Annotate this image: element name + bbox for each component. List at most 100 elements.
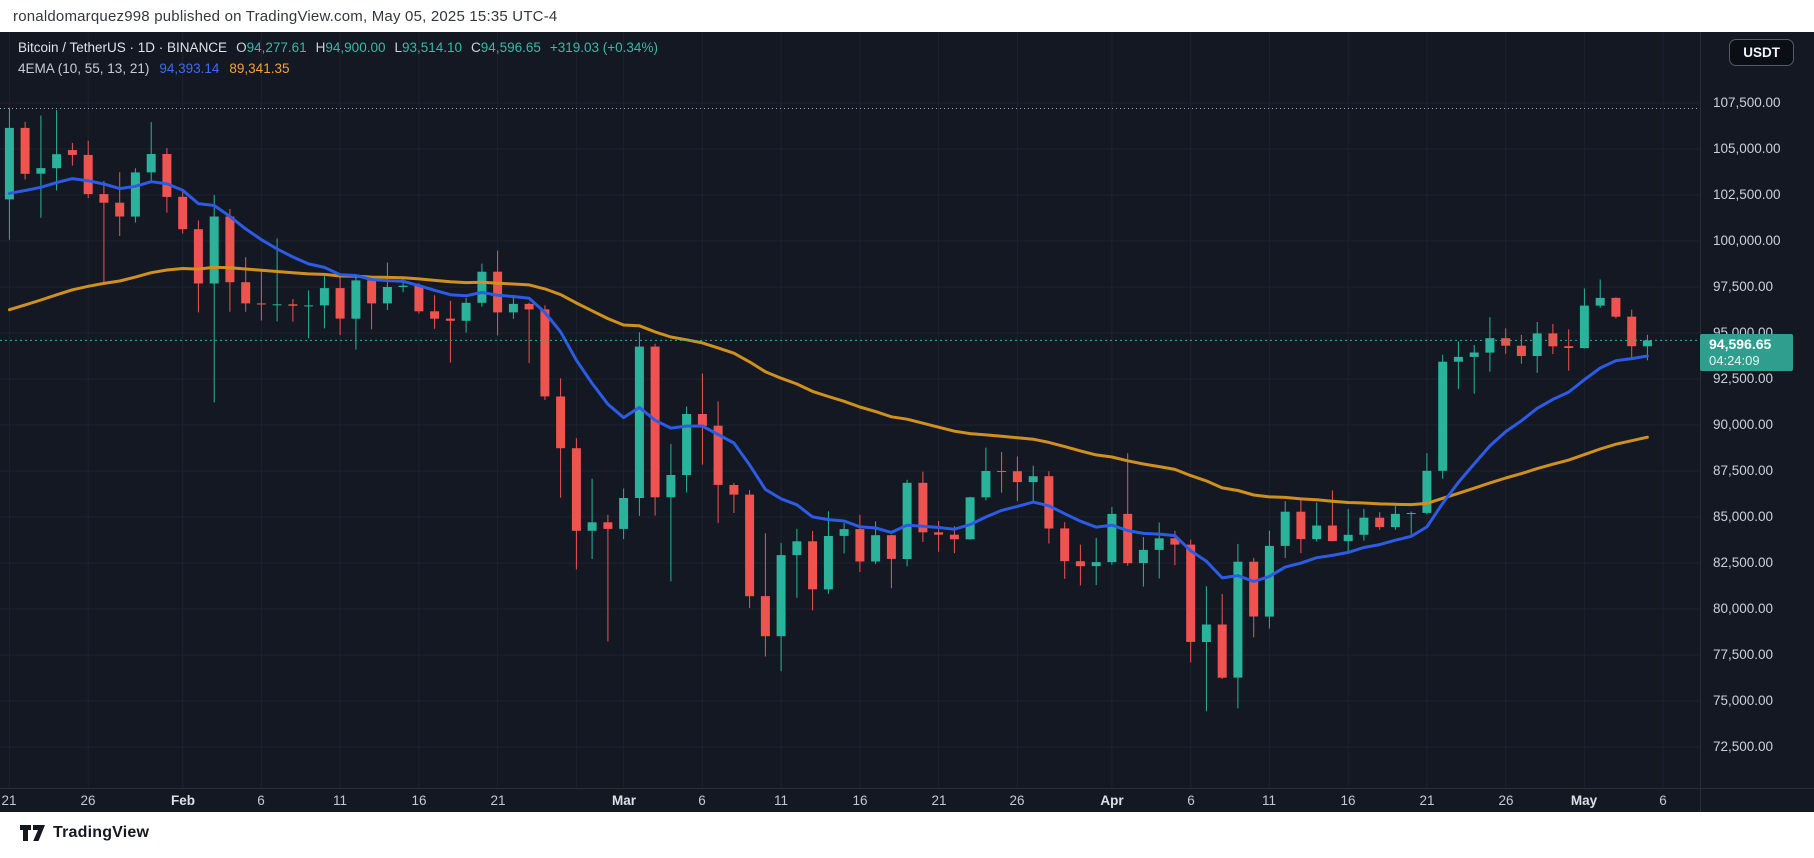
candle[interactable] <box>855 514 865 572</box>
candle[interactable] <box>430 295 440 329</box>
candle[interactable] <box>67 142 77 166</box>
candle[interactable] <box>650 343 660 516</box>
candle[interactable] <box>713 401 723 524</box>
candle[interactable] <box>477 263 487 307</box>
candle[interactable] <box>1075 544 1085 586</box>
candle[interactable] <box>178 189 188 234</box>
candle[interactable] <box>382 262 392 311</box>
candle[interactable] <box>1564 329 1574 371</box>
candle[interactable] <box>792 528 802 598</box>
candle[interactable] <box>1312 502 1322 542</box>
price-chart-canvas[interactable] <box>0 32 1814 812</box>
ema-slow-line[interactable] <box>7 265 1649 507</box>
candle[interactable] <box>83 140 93 199</box>
candle[interactable] <box>666 444 676 582</box>
candle[interactable] <box>1233 543 1243 709</box>
candle[interactable] <box>965 496 975 540</box>
candle[interactable] <box>414 283 424 314</box>
candle[interactable] <box>209 195 219 403</box>
price-axis[interactable]: 72,500.00 75,000.00 77,500.00 80,000.00 82,5… <box>1700 32 1814 788</box>
candle[interactable] <box>634 332 644 516</box>
candle[interactable] <box>760 533 770 657</box>
candle[interactable] <box>1532 322 1542 373</box>
candle[interactable] <box>1375 512 1385 530</box>
candle[interactable] <box>1453 341 1463 389</box>
candle[interactable] <box>1138 537 1148 587</box>
candle[interactable] <box>1154 522 1164 579</box>
candle[interactable] <box>1595 279 1605 308</box>
candle[interactable] <box>461 298 471 333</box>
candle[interactable] <box>304 290 314 339</box>
candle[interactable] <box>162 148 172 213</box>
candle[interactable] <box>1296 498 1306 554</box>
candle[interactable] <box>1406 511 1416 537</box>
candle[interactable] <box>1060 522 1070 579</box>
candle[interactable] <box>335 273 345 336</box>
candle[interactable] <box>1201 586 1211 712</box>
candle[interactable] <box>1123 453 1133 566</box>
candle[interactable] <box>571 438 581 570</box>
candle[interactable] <box>1516 334 1526 364</box>
candle[interactable] <box>697 373 707 465</box>
candle[interactable] <box>508 297 518 319</box>
candle[interactable] <box>729 483 739 513</box>
candle[interactable] <box>1217 593 1227 679</box>
candle[interactable] <box>981 447 991 501</box>
candle[interactable] <box>493 250 503 336</box>
indicator-title[interactable]: 4EMA (10, 55, 13, 21) <box>18 61 150 76</box>
candle[interactable] <box>1186 539 1196 663</box>
candle[interactable] <box>225 209 235 312</box>
candle[interactable] <box>193 220 203 313</box>
candle[interactable] <box>52 110 62 191</box>
candle[interactable] <box>367 276 377 330</box>
time-axis[interactable]: 21 26 Feb 6 11 16 21 Mar 6 11 16 21 26 Apr 6 11 16 21 26 Ma… <box>0 788 1814 813</box>
candle[interactable] <box>1091 537 1101 586</box>
symbol-title[interactable]: Bitcoin / TetherUS · 1D · BINANCE <box>18 40 228 55</box>
candle[interactable] <box>445 300 455 363</box>
candle[interactable] <box>1390 506 1400 530</box>
tradingview-logo[interactable]: TradingView <box>20 823 149 843</box>
candle[interactable] <box>603 514 613 642</box>
candle[interactable] <box>1469 345 1479 394</box>
candle[interactable] <box>1327 490 1337 542</box>
candle[interactable] <box>115 172 125 236</box>
candle[interactable] <box>556 378 566 498</box>
candle[interactable] <box>619 488 629 540</box>
candle[interactable] <box>1438 354 1448 479</box>
candle[interactable] <box>997 451 1007 493</box>
candle[interactable] <box>1627 309 1637 360</box>
candle[interactable] <box>288 299 298 322</box>
candle[interactable] <box>1107 506 1117 565</box>
candle[interactable] <box>241 257 251 312</box>
candle[interactable] <box>1359 508 1369 541</box>
candle[interactable] <box>934 520 944 552</box>
candle[interactable] <box>587 478 597 559</box>
candle[interactable] <box>1501 328 1511 354</box>
candle[interactable] <box>4 107 14 240</box>
candle[interactable] <box>1028 465 1038 502</box>
candle[interactable] <box>682 406 692 493</box>
candle[interactable] <box>776 543 786 672</box>
candle[interactable] <box>319 276 329 329</box>
candle[interactable] <box>808 531 818 611</box>
candle[interactable] <box>1280 501 1290 558</box>
candle[interactable] <box>524 302 534 363</box>
candle[interactable] <box>1343 508 1353 552</box>
candle[interactable] <box>256 270 266 321</box>
candle[interactable] <box>886 534 896 589</box>
candle[interactable] <box>1485 317 1495 372</box>
candle[interactable] <box>1249 557 1259 638</box>
candle[interactable] <box>839 523 849 554</box>
candle[interactable] <box>1548 324 1558 354</box>
candle[interactable] <box>272 238 282 322</box>
candle[interactable] <box>918 471 928 542</box>
candle[interactable] <box>130 168 140 223</box>
candle[interactable] <box>351 275 361 350</box>
candle[interactable] <box>1422 453 1432 515</box>
candle[interactable] <box>823 511 833 594</box>
ema-fast-line[interactable] <box>7 177 1649 583</box>
candle[interactable] <box>1264 530 1274 629</box>
candle[interactable] <box>1611 297 1621 319</box>
candle[interactable] <box>99 181 109 283</box>
candle[interactable] <box>20 121 30 180</box>
